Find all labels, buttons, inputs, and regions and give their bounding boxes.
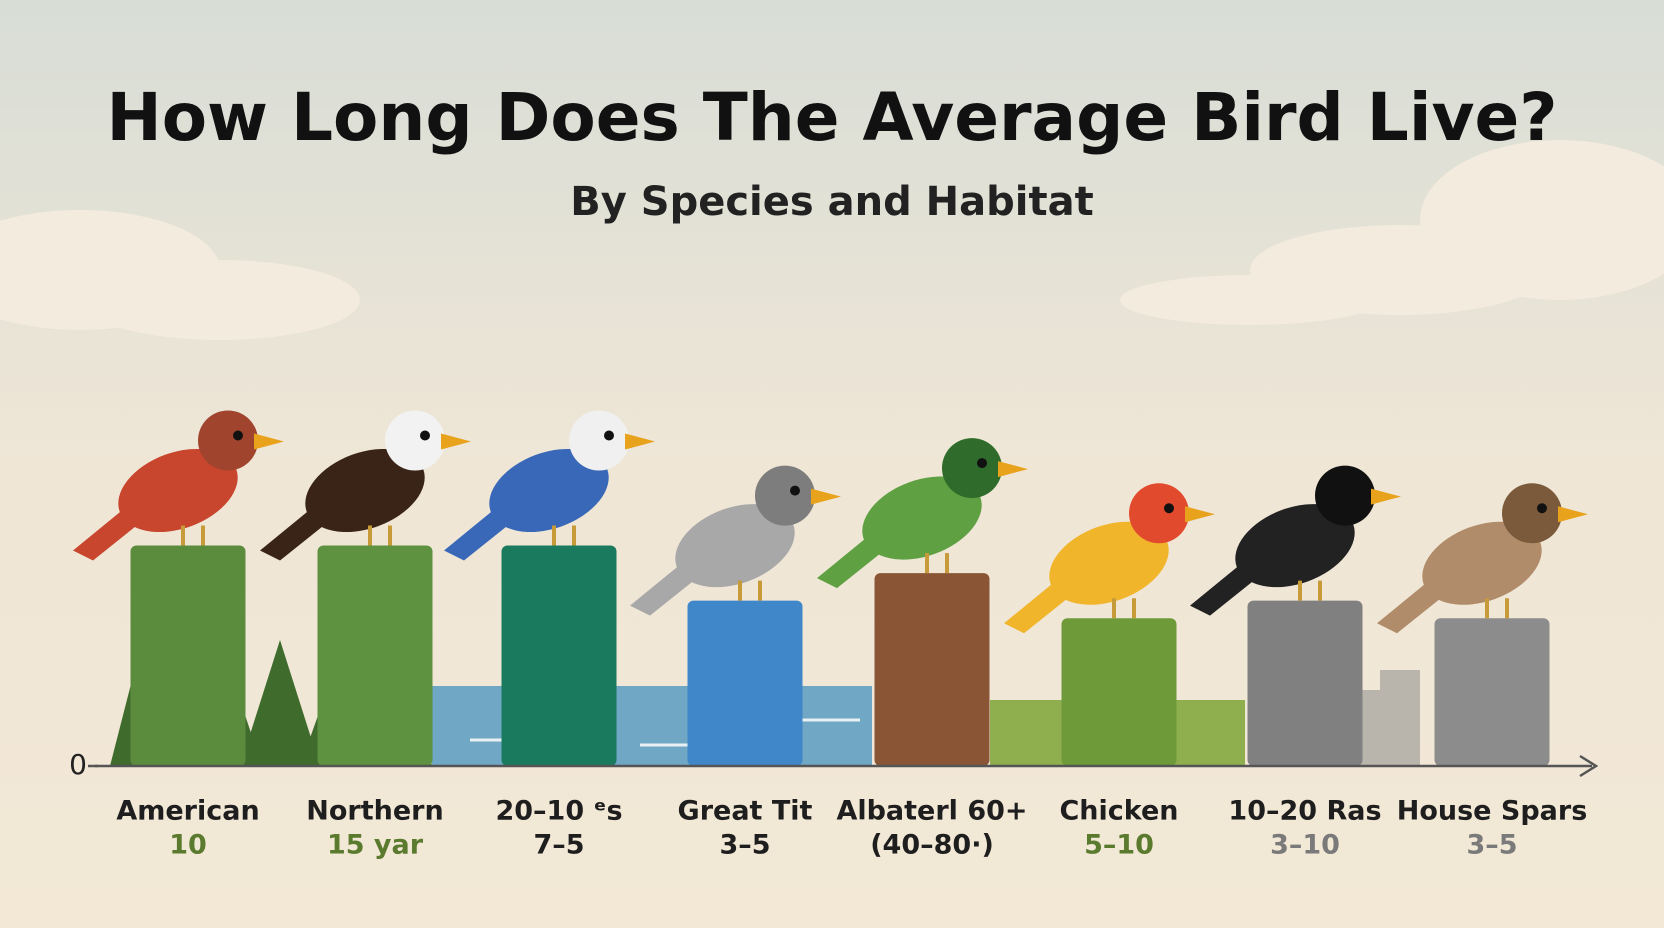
bird-beak: [998, 461, 1028, 478]
bird-tail: [817, 533, 887, 589]
lifespan-label: 5–10: [1084, 830, 1154, 861]
bar: [317, 545, 433, 766]
x-tick-label: Albaterl 60+: [836, 796, 1027, 827]
x-tick-label: American: [116, 796, 259, 827]
bird-beak: [1185, 506, 1215, 523]
bird-illustration: [817, 438, 1028, 589]
clouds: [0, 140, 1664, 340]
bar: [1061, 618, 1177, 766]
bird-eye: [1350, 485, 1360, 496]
bird-head: [1129, 483, 1189, 544]
bird-tail: [1377, 578, 1447, 634]
bird-body: [489, 448, 609, 533]
bird-body: [1049, 521, 1169, 605]
bird-body: [675, 504, 795, 588]
bird-tail: [1004, 578, 1074, 634]
bird-eye: [233, 430, 243, 441]
bird-tail: [73, 505, 143, 561]
bird-beak: [625, 433, 655, 450]
x-tick-label: 10–20 Ras: [1228, 796, 1381, 827]
bird-beak: [1371, 488, 1401, 505]
bird-eye: [977, 458, 987, 469]
bird-illustration: [444, 410, 655, 561]
bar: [1247, 600, 1363, 766]
bird-illustration: [73, 410, 284, 561]
bird-beak: [1558, 506, 1588, 523]
x-tick-label: 20–10 ᵉs: [495, 796, 622, 827]
habitat-water: [432, 686, 872, 766]
bird-head: [569, 410, 629, 471]
chart-title: How Long Does The Average Bird Live?: [106, 79, 1557, 156]
bird-illustration: [1004, 483, 1215, 634]
habitat-city: [1360, 670, 1420, 766]
bar: [130, 545, 246, 766]
bird-head: [385, 410, 445, 471]
lifespan-label: 7–5: [533, 830, 584, 861]
bar: [1434, 618, 1550, 766]
bird-tail: [1190, 560, 1260, 616]
x-axis-arrow: [1579, 754, 1599, 778]
bird-body: [305, 448, 425, 533]
lifespan-label: 3–5: [719, 830, 770, 861]
bar: [501, 545, 617, 766]
x-tick-label: Chicken: [1059, 796, 1178, 827]
lifespan-label: 3–5: [1466, 830, 1517, 861]
bird-eye: [1537, 503, 1547, 514]
bar: [687, 600, 803, 766]
bird-illustration: [260, 410, 471, 561]
bird-eye: [420, 430, 430, 441]
chart-subtitle: By Species and Habitat: [570, 179, 1093, 225]
bird-body: [862, 476, 982, 560]
bird-body: [1235, 504, 1355, 588]
bird-tail: [260, 505, 330, 561]
bird-body: [1422, 521, 1542, 605]
bird-head: [942, 438, 1002, 499]
bird-illustration: [630, 465, 841, 616]
bird-illustration: [1377, 483, 1588, 634]
bird-tail: [630, 560, 700, 616]
bird-eye: [790, 485, 800, 496]
x-tick-label: Northern: [306, 796, 443, 827]
bird-eye: [1164, 503, 1174, 514]
bird-illustration: [1190, 465, 1401, 616]
bird-head: [1315, 465, 1375, 526]
lifespan-label: 10: [169, 830, 207, 861]
x-tick-label: House Spars: [1397, 796, 1588, 827]
bird-beak: [441, 433, 471, 450]
y-tick-label: 0: [69, 748, 87, 781]
x-tick-label: Great Tit: [678, 796, 813, 827]
bird-tail: [444, 505, 514, 561]
bird-head: [755, 465, 815, 526]
bird-eye: [604, 430, 614, 441]
bird-beak: [254, 433, 284, 450]
bird-head: [198, 410, 258, 471]
lifespan-label: 3–10: [1270, 830, 1340, 861]
bird-head: [1502, 483, 1562, 544]
bird-beak: [811, 488, 841, 505]
lifespan-label: (40–80·): [870, 830, 994, 861]
bar: [874, 573, 990, 766]
bird-body: [118, 448, 238, 533]
lifespan-label: 15 yar: [327, 830, 424, 861]
